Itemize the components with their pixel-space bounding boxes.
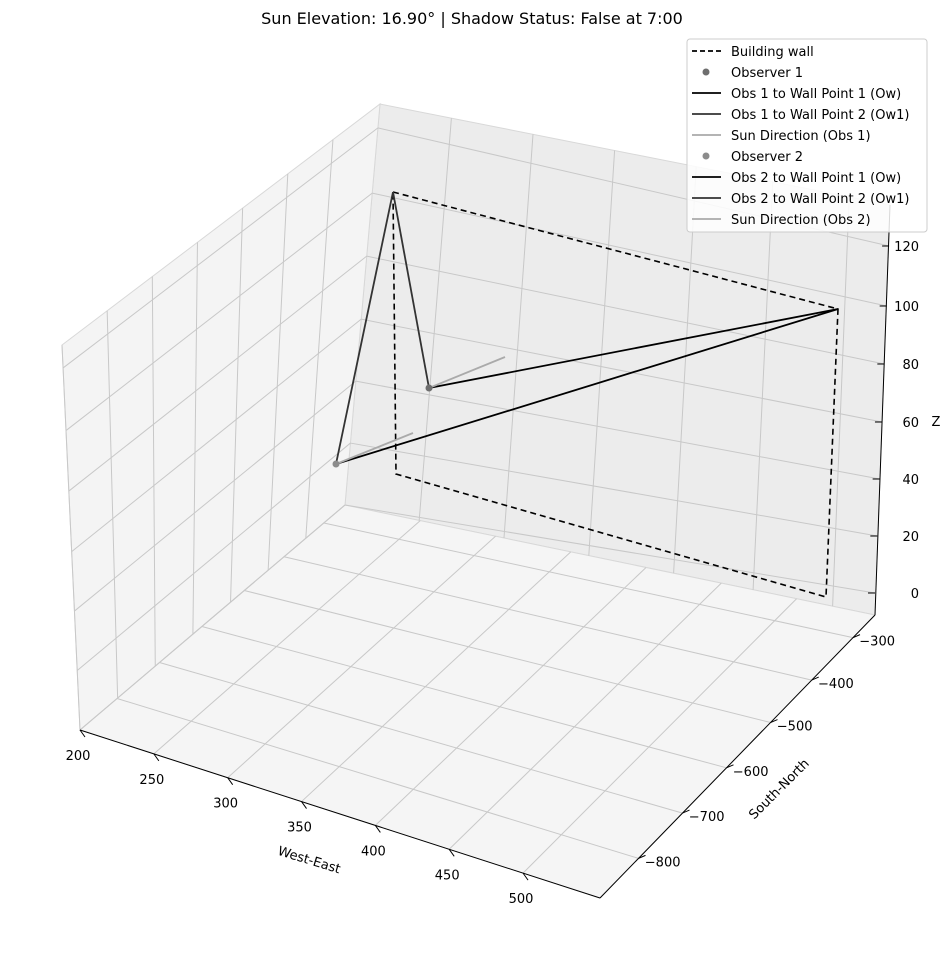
z-grid-left (68, 255, 368, 492)
observer1-point (425, 384, 433, 392)
axis-lines (79, 204, 891, 899)
y-tick-label: −500 (777, 720, 813, 735)
x-tick-mark (227, 777, 234, 786)
x-tick-mark (153, 753, 160, 762)
legend-label: Obs 2 to Wall Point 2 (Ow1) (731, 192, 909, 207)
y-tick-label: −700 (689, 810, 725, 825)
z-tick-label: 120 (894, 240, 919, 255)
x-grid-floor (448, 582, 722, 850)
plot-area (332, 190, 839, 599)
legend-label: Obs 2 to Wall Point 1 (Ow) (731, 171, 901, 186)
y-grid-floor (323, 522, 854, 639)
x-tick-label: 350 (287, 821, 312, 836)
tick-labels: 200250300350400450500−300−400−500−600−70… (66, 240, 919, 907)
legend-label: Sun Direction (Obs 2) (731, 213, 871, 228)
obs1-to-wall-point2-line (392, 191, 430, 389)
z-grid-back (344, 504, 876, 594)
z-grid-left (62, 127, 379, 369)
y-grid-wall (832, 196, 850, 607)
x-tick-mark (301, 801, 307, 809)
legend: Building wall Observer 1 Obs 1 to Wall Poi… (686, 38, 928, 233)
x-tick-mark (79, 729, 86, 738)
x-grid-floor (153, 520, 421, 755)
y-grid-floor (116, 698, 639, 859)
x-tick-label: 300 (213, 797, 238, 812)
x-grid-floor (375, 567, 647, 826)
x-grid-floor (227, 535, 496, 779)
x-tick-mark (448, 848, 455, 857)
y-grid-floor (244, 590, 771, 724)
z-grid-left (74, 380, 357, 612)
x-grid-wall (305, 139, 334, 539)
obs2-to-wall-point2-line (335, 191, 394, 465)
legend-box (686, 38, 928, 233)
y-tick-label: −400 (818, 677, 854, 692)
legend-marker (702, 68, 710, 76)
x-grid-wall (106, 310, 119, 699)
y-grid-floor (283, 556, 812, 681)
obs1-to-wall-point1-line (428, 308, 839, 389)
z-tick-label: 40 (902, 473, 919, 488)
x-grid-wall (61, 344, 81, 731)
y-axis-line (599, 614, 876, 899)
z-grid-left (76, 442, 351, 671)
grid-lines (61, 118, 890, 874)
y-grid-wall (752, 181, 774, 590)
x-grid-wall (230, 208, 244, 603)
z-tick-label: 60 (902, 416, 919, 431)
x-grid-wall (192, 242, 198, 635)
x-tick-label: 450 (435, 868, 460, 883)
z-axis-label: Z (932, 415, 941, 430)
y-grid-wall (588, 150, 616, 556)
z-tick-label: 0 (911, 587, 919, 602)
y-grid-floor (201, 626, 727, 769)
x-tick-label: 500 (509, 892, 534, 907)
y-tick-label: −300 (859, 635, 895, 650)
legend-label: Obs 1 to Wall Point 2 (Ow1) (731, 108, 909, 123)
sun-direction-obs2-line (335, 432, 414, 465)
z-tick-label: 100 (894, 300, 919, 315)
x-tick-mark (374, 825, 381, 833)
x-tick-label: 200 (66, 749, 91, 764)
z-grid-left (71, 318, 362, 552)
y-tick-label: −800 (645, 855, 681, 870)
observer2-point (332, 460, 340, 468)
x-tick-label: 400 (361, 844, 386, 859)
z-grid-back (361, 318, 883, 423)
x-axis-line (79, 729, 601, 899)
x-grid-wall (151, 276, 156, 667)
z-grid-left (65, 192, 373, 431)
legend-label: Observer 2 (731, 150, 803, 165)
x-axis-label: West-East (276, 844, 342, 877)
y-grid-wall (418, 118, 452, 521)
x-grid-floor (522, 598, 797, 874)
y-grid-floor (159, 662, 683, 814)
chart-title: Sun Elevation: 16.90° | Shadow Status: F… (261, 9, 683, 28)
legend-marker (702, 152, 710, 160)
y-tick-label: −600 (733, 765, 769, 780)
x-tick-mark (522, 872, 529, 881)
x-grid-wall (267, 173, 289, 571)
z-grid-back (355, 380, 880, 480)
y-grid-wall (673, 166, 697, 574)
x-grid-floor (301, 551, 572, 802)
z-grid-back (350, 442, 878, 537)
legend-label: Obs 1 to Wall Point 1 (Ow) (731, 87, 901, 102)
z-tick-label: 80 (902, 358, 919, 373)
z-grid-back (366, 255, 885, 365)
z-grid-left (79, 504, 346, 731)
obs2-to-wall-point1-line (335, 308, 839, 465)
z-axis-line (874, 204, 891, 616)
sun-direction-obs1-line (428, 356, 506, 389)
legend-label: Building wall (731, 45, 814, 60)
legend-label: Observer 1 (731, 66, 803, 81)
legend-label: Sun Direction (Obs 1) (731, 129, 871, 144)
z-tick-label: 20 (902, 530, 919, 545)
x-tick-label: 250 (139, 773, 164, 788)
z-grid-back (372, 192, 887, 307)
